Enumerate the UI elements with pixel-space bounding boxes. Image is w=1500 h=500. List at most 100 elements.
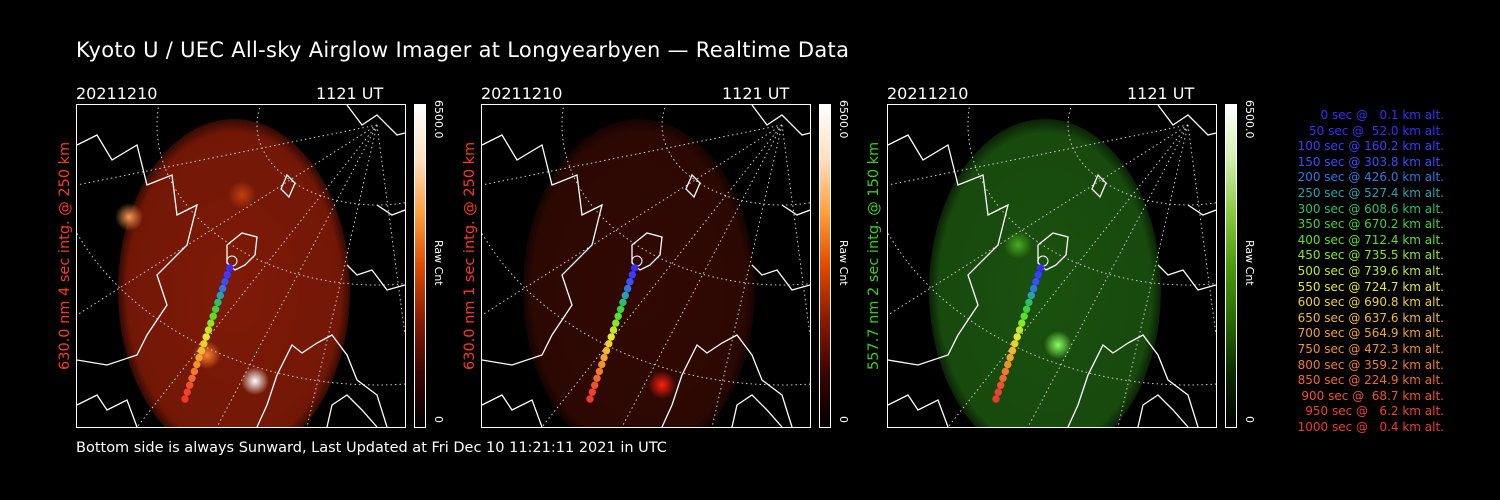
coastlines [77, 105, 405, 427]
trajectory-point [602, 347, 611, 355]
panel-2-ylabel: 630.0 nm 1 sec intg. @ 250 km [462, 141, 478, 370]
panel-3-image [887, 104, 1217, 428]
trajectory-point [1015, 326, 1024, 334]
panel-2-cbar-min: 0 [837, 416, 850, 423]
panel-3-cbar-min: 0 [1243, 416, 1256, 423]
trajectory-point [1013, 333, 1021, 341]
trajectory-point [591, 381, 599, 389]
legend-row: 100 sec @ 160.2 km alt. [1297, 139, 1444, 154]
trajectory-point [221, 278, 229, 286]
panel-2-cbar-label: Raw Cnt [837, 240, 850, 286]
legend-row: 900 sec @ 68.7 km alt. [1301, 388, 1444, 403]
panel-1-ylabel: 630.0 nm 4 sec intg. @ 250 km [57, 141, 73, 370]
trajectory-point [218, 284, 227, 293]
trajectory-point [600, 353, 608, 362]
panel-2-cbar-max: 6500.0 [837, 100, 850, 139]
trajectory-point [1004, 360, 1012, 369]
trajectory-point [616, 305, 625, 314]
legend-row: 250 sec @ 527.4 km alt. [1297, 185, 1444, 200]
trajectory-point [607, 333, 615, 341]
trajectory-point [631, 264, 639, 272]
trajectory-point [999, 374, 1007, 382]
legend-row: 400 sec @ 712.4 km alt. [1297, 232, 1444, 247]
legend-row: 550 sec @ 724.7 km alt. [1297, 279, 1444, 294]
panel-3-time: 1121 UT [1127, 84, 1195, 103]
bright-spot [241, 367, 269, 395]
sky-image-2 [482, 105, 810, 427]
trajectory-point [200, 340, 208, 348]
panel-1-cbar-min: 0 [432, 416, 445, 423]
trajectory-point [1025, 298, 1033, 307]
trajectory-point [216, 291, 225, 300]
airglow-disk [523, 119, 755, 427]
panel-1-date: 20211210 [76, 84, 158, 103]
panel-2-date: 20211210 [481, 84, 563, 103]
legend-row: 850 sec @ 224.9 km alt. [1297, 373, 1444, 388]
legend-row: 150 sec @ 303.8 km alt. [1297, 154, 1444, 169]
legend-row: 450 sec @ 735.5 km alt. [1297, 248, 1444, 263]
coastlines [482, 105, 810, 427]
legend-row: 1000 sec @ 0.4 km alt. [1297, 419, 1444, 434]
trajectory-point [1032, 278, 1040, 286]
bright-spot [115, 203, 143, 231]
trajectory-point [992, 395, 1000, 403]
trajectory-point [223, 271, 232, 279]
airglow-disk [118, 119, 350, 427]
trajectory-point [612, 319, 620, 327]
panel-2-image [481, 104, 811, 428]
trajectory-point [605, 340, 613, 348]
legend-row: 650 sec @ 637.6 km alt. [1297, 310, 1444, 325]
trajectory-point [626, 278, 634, 286]
trajectory-point [209, 312, 217, 320]
trajectory-point [623, 284, 632, 293]
trajectory-point [207, 319, 215, 327]
panel-1-colorbar [414, 104, 426, 428]
trajectory-track [586, 255, 643, 403]
trajectory-point [997, 381, 1005, 389]
trajectory-track [992, 255, 1049, 403]
trajectory-point [1006, 353, 1014, 362]
trajectory-point [621, 291, 630, 300]
panel-3-cbar-max: 6500.0 [1243, 100, 1256, 139]
panel-1-cbar-label: Raw Cnt [432, 240, 445, 286]
trajectory-point [1034, 271, 1043, 279]
trajectory-point [188, 374, 196, 382]
panel-3-ylabel: 557.7 nm 2 sec intg. @ 150 km [866, 141, 882, 370]
panel-1-time: 1121 UT [316, 84, 384, 103]
legend-row: 700 sec @ 564.9 km alt. [1297, 326, 1444, 341]
trajectory-point [1037, 264, 1045, 272]
bright-spot [1044, 331, 1072, 359]
panel-2-time: 1121 UT [722, 84, 790, 103]
legend-row: 500 sec @ 739.6 km alt. [1297, 263, 1444, 278]
trajectory-point [197, 347, 206, 355]
coastlines [888, 105, 1216, 427]
trajectory-point [195, 353, 203, 362]
trajectory-point [226, 264, 234, 272]
trajectory-point [204, 326, 213, 334]
trajectory-point [190, 367, 199, 376]
panel-3-colorbar [1225, 104, 1237, 428]
trajectory-point [595, 367, 604, 376]
sky-image-1 [77, 105, 405, 427]
bright-spot [228, 181, 256, 209]
legend-row: 600 sec @ 690.8 km alt. [1297, 295, 1444, 310]
panel-2-colorbar [819, 104, 831, 428]
trajectory-point [1001, 367, 1010, 376]
trajectory-point [593, 374, 601, 382]
panel-3-date: 20211210 [887, 84, 969, 103]
trajectory-point [211, 305, 220, 314]
trajectory-point [1008, 347, 1017, 355]
trajectory-point [214, 298, 222, 307]
panel-1-image [76, 104, 406, 428]
trajectory-point [1018, 319, 1026, 327]
trajectory-point [628, 271, 637, 279]
trajectory-point [186, 381, 194, 389]
trajectory-point [598, 360, 606, 369]
trajectory-track [181, 255, 238, 403]
legend-row: 50 sec @ 52.0 km alt. [1309, 123, 1444, 138]
trajectory-point [202, 333, 210, 341]
trajectory-point [1022, 305, 1031, 314]
panel-1-cbar-max: 6500.0 [432, 100, 445, 139]
trajectory-point [1020, 312, 1028, 320]
airglow-disk [929, 119, 1161, 427]
